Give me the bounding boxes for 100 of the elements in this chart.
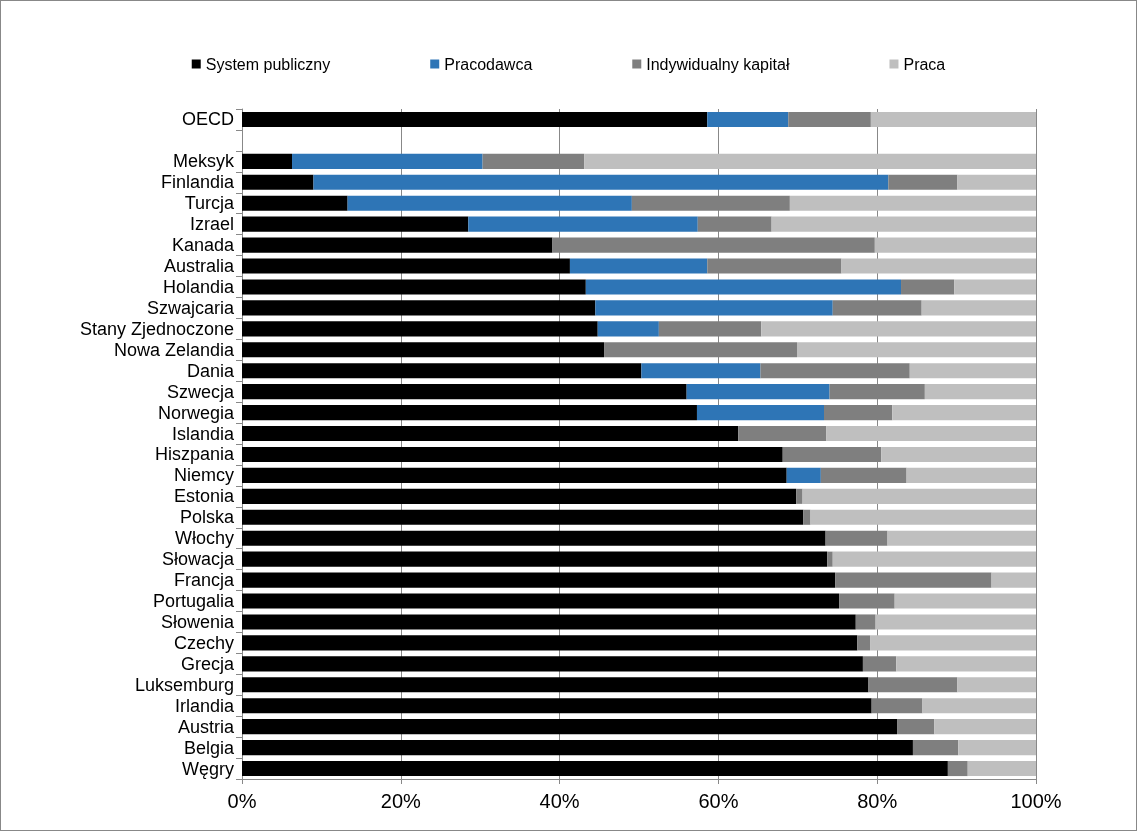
y-tick-label: Włochy	[174, 528, 234, 549]
bar	[892, 405, 1036, 421]
y-tick-label: Irlandia	[174, 695, 235, 716]
bar	[242, 153, 293, 169]
bar	[597, 321, 659, 337]
bar	[242, 258, 570, 274]
bar	[738, 425, 827, 442]
y-tick-label: Estonia	[173, 486, 235, 507]
bar	[242, 614, 856, 630]
y-tick-label: Luksemburg	[134, 674, 234, 695]
bar	[803, 509, 811, 525]
bar	[810, 509, 1036, 525]
bar	[242, 530, 826, 546]
bar	[967, 760, 1036, 777]
bar	[870, 111, 1036, 128]
y-tick-label: Polska	[179, 507, 235, 528]
y-tick-label: Izrael	[189, 214, 234, 235]
bar	[947, 760, 968, 777]
bar	[841, 258, 1036, 274]
y-tick-label: Nowa Zelandia	[113, 339, 235, 360]
bar	[242, 342, 605, 358]
bar	[468, 216, 698, 232]
bar	[242, 174, 314, 190]
bar	[912, 740, 959, 756]
y-tick-label: Czechy	[173, 632, 234, 653]
bar	[894, 593, 1036, 609]
bar	[897, 719, 935, 735]
bar	[242, 279, 586, 295]
y-tick-label: Australia	[163, 256, 235, 277]
y-tick-label: Portugalia	[152, 591, 235, 612]
bar	[957, 174, 1036, 190]
bar	[242, 698, 872, 714]
bar	[857, 635, 871, 651]
y-tick-label: Słowenia	[160, 611, 235, 632]
bar	[771, 216, 1036, 232]
bar	[686, 384, 830, 400]
bar	[242, 572, 836, 588]
y-tick-label: Turcja	[184, 193, 235, 214]
bar	[789, 195, 1036, 211]
y-tick-label: Belgia	[183, 737, 235, 758]
bar	[786, 467, 821, 483]
x-tick-label: 100%	[1010, 790, 1062, 812]
y-tick-label: Holandia	[162, 276, 235, 297]
x-tick-label: 80%	[857, 790, 898, 812]
y-tick-label: Francja	[173, 570, 235, 591]
bar	[242, 363, 642, 379]
bar	[855, 614, 876, 630]
bar	[896, 656, 1036, 672]
bar	[826, 425, 1036, 442]
bar	[242, 384, 687, 400]
x-tick-label: 60%	[698, 790, 739, 812]
bar	[832, 551, 1036, 567]
bar	[242, 425, 739, 442]
bar	[242, 488, 797, 504]
bar	[242, 509, 804, 525]
bar	[954, 279, 1036, 295]
bar	[934, 719, 1036, 735]
bar	[292, 153, 483, 169]
bar	[909, 363, 1036, 379]
y-tick-label: Węgry	[181, 758, 234, 779]
bar	[875, 614, 1036, 630]
y-tick-label: Niemcy	[173, 465, 234, 486]
y-tick-label: Szwecja	[166, 381, 235, 402]
bar	[957, 677, 1036, 693]
bar	[242, 677, 869, 693]
bar	[922, 698, 1036, 714]
bar	[242, 216, 469, 232]
bar	[958, 740, 1036, 756]
bar	[242, 111, 708, 128]
bar	[888, 174, 958, 190]
bar	[881, 446, 1036, 463]
bar	[802, 488, 1036, 504]
bar	[242, 300, 596, 316]
bar	[887, 530, 1036, 546]
bar	[595, 300, 833, 316]
y-tick-label: Finlandia	[160, 172, 235, 193]
bar	[242, 237, 553, 253]
y-tick-label: Szwajcaria	[146, 297, 235, 318]
y-tick-label: Hiszpania	[154, 444, 235, 465]
bar	[242, 467, 787, 483]
bar	[242, 195, 348, 211]
bar	[242, 321, 598, 337]
bar	[761, 321, 1036, 337]
bar	[242, 593, 840, 609]
bar	[870, 635, 1036, 651]
y-tick-label: Islandia	[171, 423, 235, 444]
y-tick-label: Dania	[186, 360, 235, 381]
bar	[242, 656, 863, 672]
bar	[242, 405, 697, 421]
x-tick-label: 0%	[227, 790, 257, 812]
bar	[788, 111, 871, 128]
y-tick-label: Grecja	[180, 653, 235, 674]
x-tick-label: 40%	[539, 790, 580, 812]
legend-label: Praca	[903, 55, 946, 73]
bar	[874, 237, 1036, 253]
y-tick-label: Austria	[177, 716, 235, 737]
bar	[696, 405, 824, 421]
y-tick-label: OECD	[181, 109, 234, 130]
bar	[242, 719, 898, 735]
bar	[242, 551, 828, 567]
